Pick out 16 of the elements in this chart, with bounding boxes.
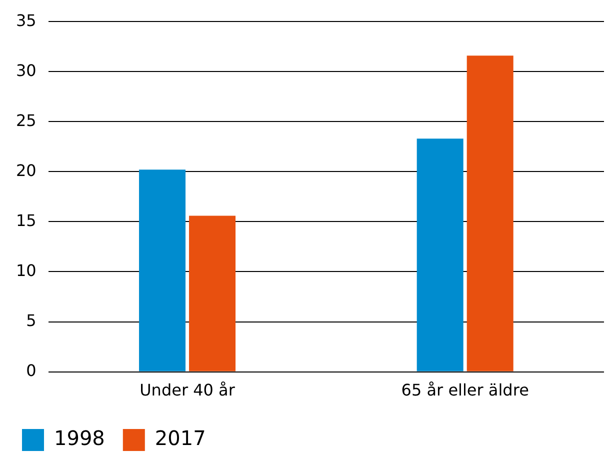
bar (416, 138, 464, 372)
legend-label: 1998 (54, 426, 105, 450)
bar (466, 56, 514, 372)
y-tick-label: 5 (26, 310, 36, 330)
y-tick-label: 15 (16, 210, 36, 230)
y-tick-label: 0 (26, 360, 36, 380)
x-tick-label: Under 40 år (140, 380, 236, 400)
y-tick-label: 25 (16, 110, 36, 130)
bar (139, 170, 186, 372)
bar (189, 216, 236, 372)
y-tick-label: 35 (16, 10, 36, 30)
legend-label: 2017 (154, 426, 206, 450)
x-tick-label: 65 år eller äldre (401, 380, 529, 400)
y-tick-label: 10 (16, 260, 36, 280)
y-tick-label: 20 (16, 160, 36, 180)
y-tick-label: 30 (16, 60, 36, 80)
